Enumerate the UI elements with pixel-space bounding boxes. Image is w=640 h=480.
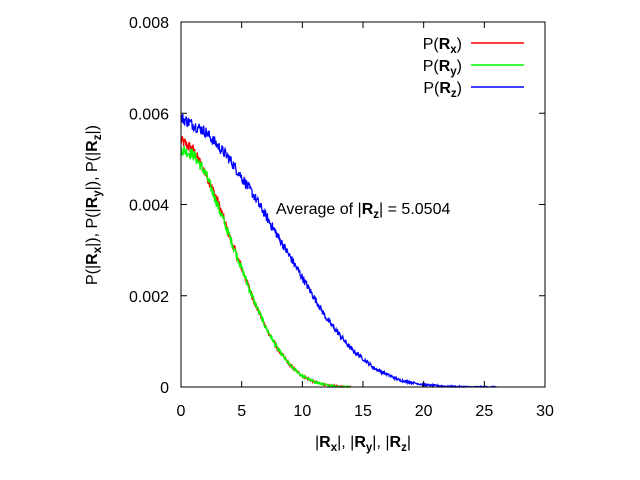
x-tick-label: 10 <box>293 403 311 420</box>
tick-labels: 0 5 10 15 20 25 30 0 0.002 0.004 0.006 0.008 <box>129 15 554 420</box>
y-axis-title: P(|Rx|), P(|Ry|), P(|Rz|) <box>84 125 104 285</box>
legend-label: P(Rz) <box>423 80 462 100</box>
y-tick-label: 0.008 <box>129 15 169 32</box>
average-label: Average of |Rz| = 5.0504 <box>276 201 450 221</box>
y-tick-label: 0.006 <box>129 106 169 123</box>
x-tick-label: 5 <box>237 403 246 420</box>
y-tick-label: 0.004 <box>129 198 169 215</box>
legend-label: P(Ry) <box>423 58 462 78</box>
series-line-p-ry- <box>180 145 352 389</box>
x-tick-label: 0 <box>177 403 186 420</box>
y-tick-label: 0.002 <box>129 289 169 306</box>
legend-label: P(Rx) <box>423 36 462 56</box>
x-tick-label: 25 <box>475 403 493 420</box>
y-tick-label: 0 <box>160 380 169 397</box>
average-annotation: Average of |Rz| = 5.0504 <box>276 201 450 221</box>
x-tick-label: 20 <box>415 403 433 420</box>
x-axis-title: |Rx|, |Ry|, |Rz| <box>315 434 411 454</box>
y-axis-label: P(|Rx|), P(|Ry|), P(|Rz|) <box>84 125 104 285</box>
legend: P(Rx)P(Ry)P(Rz) <box>423 36 524 100</box>
x-axis-label: |Rx|, |Ry|, |Rz| <box>315 434 411 454</box>
x-tick-label: 30 <box>536 403 554 420</box>
series-line-p-rz- <box>180 113 497 389</box>
chart-series-group <box>180 113 497 389</box>
plot-area-border <box>180 21 546 388</box>
x-tick-label: 15 <box>354 403 372 420</box>
